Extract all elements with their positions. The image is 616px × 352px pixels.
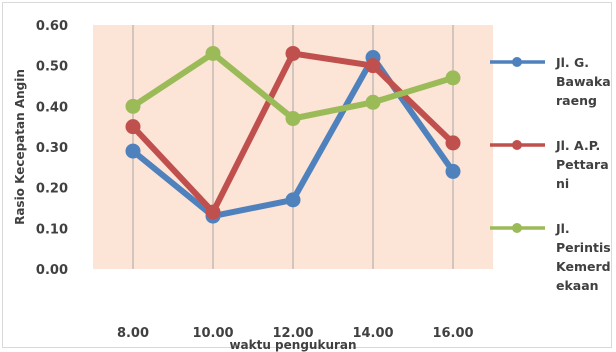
legend-label: ekaan bbox=[556, 278, 599, 293]
data-point bbox=[286, 111, 301, 126]
x-tick-label: 16.00 bbox=[432, 326, 473, 341]
data-point bbox=[206, 46, 221, 61]
data-point bbox=[126, 99, 141, 114]
data-point bbox=[366, 95, 381, 110]
data-point bbox=[126, 144, 141, 159]
y-tick-labels: 0.00 0.10 0.20 0.30 0.40 0.50 0.60 bbox=[36, 19, 68, 278]
y-axis-label: Rasio Kecepatan Angin bbox=[13, 69, 27, 225]
legend-label: Jl. G. bbox=[555, 55, 589, 70]
legend-label: Kemerd bbox=[556, 259, 611, 274]
legend-label: Jl. A.P. bbox=[555, 138, 600, 153]
y-tick-label: 0.30 bbox=[36, 141, 68, 156]
y-tick-label: 0.40 bbox=[36, 100, 68, 115]
x-tick-label: 8.00 bbox=[117, 326, 149, 341]
legend-marker bbox=[512, 140, 522, 150]
y-tick-label: 0.00 bbox=[36, 263, 68, 278]
data-point bbox=[446, 164, 461, 179]
legend-marker bbox=[512, 57, 522, 67]
data-point bbox=[446, 70, 461, 85]
data-point bbox=[286, 192, 301, 207]
data-point bbox=[206, 205, 221, 220]
y-tick-label: 0.50 bbox=[36, 60, 68, 75]
legend-label: Pettara bbox=[556, 157, 609, 172]
x-axis-label: waktu pengukuran bbox=[229, 338, 356, 352]
legend-label: ni bbox=[556, 176, 569, 191]
legend-label: Bawaka bbox=[556, 74, 611, 89]
data-point bbox=[286, 46, 301, 61]
x-tick-label: 10.00 bbox=[192, 326, 233, 341]
y-tick-label: 0.60 bbox=[36, 19, 68, 34]
data-point bbox=[366, 58, 381, 73]
y-tick-label: 0.20 bbox=[36, 182, 68, 197]
x-tick-label: 14.00 bbox=[352, 326, 393, 341]
y-tick-label: 0.10 bbox=[36, 222, 68, 237]
legend-label: raeng bbox=[556, 93, 597, 108]
legend-marker bbox=[512, 223, 522, 233]
data-point bbox=[446, 135, 461, 150]
data-point bbox=[126, 119, 141, 134]
legend-label: Perintis bbox=[556, 240, 611, 255]
legend: Jl. G. Bawaka raeng Jl. A.P. Pettara ni Jl. Per… bbox=[490, 55, 611, 293]
legend-label: Jl. bbox=[555, 221, 570, 236]
